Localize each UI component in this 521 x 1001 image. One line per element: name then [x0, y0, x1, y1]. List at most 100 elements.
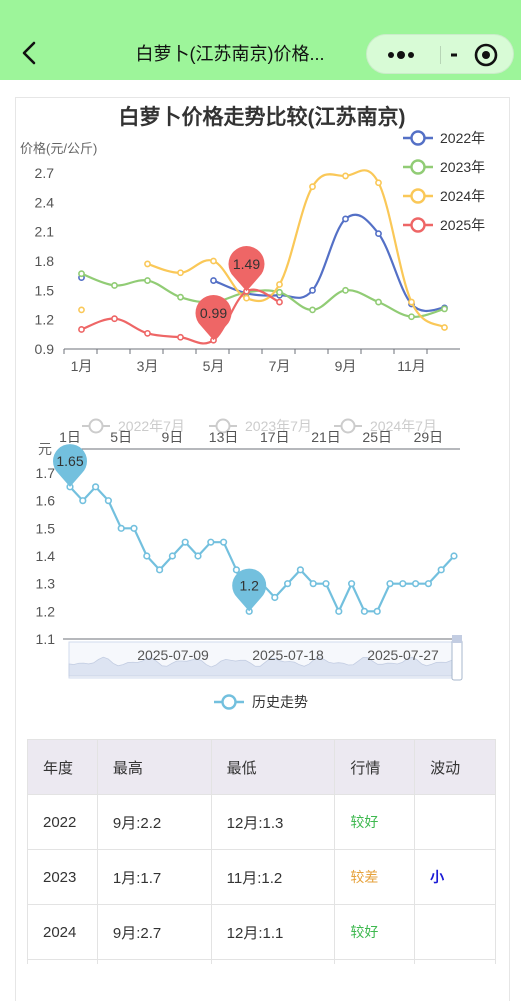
legend-label: 2023年: [440, 159, 485, 175]
legend-inactive-item[interactable]: 2023年7月: [209, 418, 312, 434]
table-row: 2024 9月:2.7 12月:1.1 较好: [27, 904, 496, 960]
data-point: [399, 580, 407, 588]
legend-item[interactable]: 2025年: [403, 217, 485, 233]
data-point: [276, 288, 283, 296]
legend-label: 2025年: [440, 217, 485, 233]
back-button[interactable]: [18, 38, 44, 68]
x-tick-label: 21日: [311, 429, 341, 445]
legend-item[interactable]: 2024年: [403, 188, 485, 204]
data-point: [373, 607, 381, 615]
marker-pin-label: 1.65: [56, 453, 83, 469]
x-tick-label: 1月: [71, 358, 93, 374]
legend-item[interactable]: 2022年: [403, 130, 485, 146]
table-header-cell: 行情: [334, 739, 416, 795]
more-dots-icon: [388, 51, 414, 59]
table-row: 2022 9月:2.2 12月:1.3 较好: [27, 794, 496, 850]
zoom-handle-top[interactable]: [452, 635, 462, 643]
data-point: [296, 566, 305, 574]
data-point: [144, 277, 151, 284]
table-cell-high: 9月:2.7: [96, 904, 212, 960]
table-cell-low: 12月:1.1: [210, 904, 336, 960]
x-tick-label: 9月: [335, 358, 357, 374]
table-cell-high: 1月:1.7: [96, 849, 212, 905]
x-tick-label: 29日: [414, 429, 444, 445]
y-axis-label-2: 元: [38, 441, 52, 457]
data-point: [412, 580, 420, 588]
x-tick-label: 13日: [209, 429, 239, 445]
table-header-row: 年度 最高 最低 行情 波动: [27, 739, 496, 795]
price-compare-chart: 白萝卜价格走势比较(江苏南京) 价格(元/公斤) 0.9 1.2 1.5 1.8 2.1…: [20, 105, 485, 374]
data-point: [437, 566, 445, 574]
legend-inactive-item[interactable]: 2022年7月: [82, 418, 185, 434]
table-cell-trend: [334, 959, 416, 964]
data-point: [177, 333, 184, 341]
marker-pin-label: 1.49: [233, 256, 260, 272]
data-point: [104, 497, 112, 505]
content-card: [15, 97, 510, 1001]
data-point: [424, 580, 433, 588]
legend-label: 2022年7月: [118, 418, 185, 434]
history-trend-chart: 2022年7月 2023年7月 2024年7月 元 1日 5日 9日 13日 17日 21日 2…: [36, 418, 463, 710]
table-cell-vol: [414, 959, 496, 964]
legend-inactive-item[interactable]: 2024年7月: [334, 418, 437, 434]
data-point: [117, 524, 125, 532]
table-cell-low: 11月:1.2: [210, 849, 336, 905]
table-cell-year: 2022: [27, 794, 98, 850]
legend-item[interactable]: 2023年: [403, 159, 485, 175]
y-tick-label: 1.5: [35, 282, 55, 298]
zoom-date-label: 2025-07-27: [367, 647, 439, 663]
series-line: [147, 169, 446, 329]
legend-label: 历史走势: [252, 694, 308, 710]
x-tick-label: 7月: [269, 358, 291, 374]
marker-pin: 1.65: [53, 444, 88, 487]
zoom-preview: [68, 656, 462, 677]
data-point: [177, 269, 184, 277]
table-cell-trend: 较差: [334, 849, 416, 905]
data-point: [177, 293, 184, 301]
data-zoom-slider[interactable]: 2025-07-09 2025-07-18 2025-07-27: [68, 635, 463, 681]
y-tick-label: 1.5: [36, 520, 56, 536]
table-row: [27, 959, 496, 964]
data-point: [78, 326, 85, 333]
data-point: [342, 172, 349, 180]
page-title: 白萝卜(江苏南京)价格...: [135, 44, 325, 64]
legend-label: 2023年7月: [245, 418, 312, 434]
data-point: [342, 215, 349, 223]
y-tick-label: 1.6: [36, 493, 56, 509]
close-button[interactable]: [441, 35, 511, 75]
table-header-cell: 波动: [414, 739, 496, 795]
data-point: [335, 607, 343, 615]
legend-history[interactable]: 历史走势: [214, 694, 308, 710]
zoom-date-label: 2025-07-18: [252, 647, 324, 663]
table-cell-year: [27, 959, 98, 964]
data-point: [375, 298, 382, 306]
y-tick-label: 1.1: [36, 631, 56, 647]
nav-bar: 白萝卜(江苏南京)价格...: [0, 0, 521, 80]
data-point: [243, 294, 250, 302]
data-point: [348, 580, 356, 588]
data-point: [144, 329, 151, 337]
table-cell-low: [210, 959, 336, 964]
data-point: [130, 524, 138, 532]
data-point: [111, 315, 118, 323]
marker-pin: 1.49: [228, 246, 265, 292]
marker-pin-label: 0.99: [200, 305, 227, 321]
data-point: [181, 538, 189, 546]
zoom-handle[interactable]: [451, 639, 463, 681]
data-point: [220, 538, 228, 546]
table-cell-vol: [414, 904, 496, 960]
y-tick-label: 2.7: [35, 165, 55, 181]
y-tick-label: 1.4: [36, 548, 56, 564]
data-point: [375, 230, 382, 238]
data-point: [322, 580, 330, 588]
mini-program-capsule: [366, 34, 514, 74]
chevron-left-icon: [22, 41, 36, 65]
table-header-cell: 最高: [96, 739, 212, 795]
zoom-date-label: 2025-07-09: [137, 647, 209, 663]
table-row: 2023 1月:1.7 11月:1.2 较差小: [27, 849, 496, 905]
data-point: [194, 552, 202, 560]
data-point: [309, 580, 317, 588]
more-button[interactable]: [371, 35, 431, 75]
data-point: [408, 298, 415, 306]
x-tick-label: 17日: [260, 429, 290, 445]
